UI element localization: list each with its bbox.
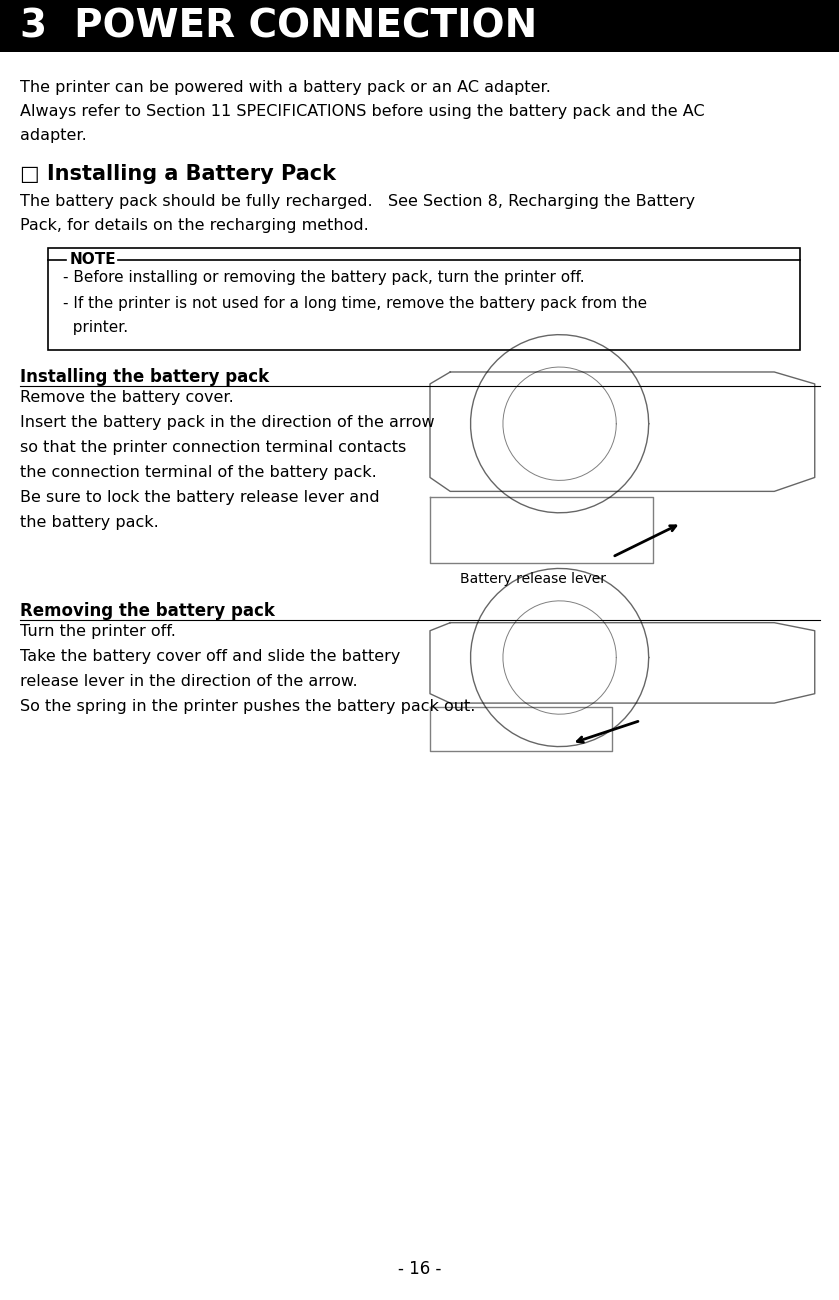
Text: - Before installing or removing the battery pack, turn the printer off.: - Before installing or removing the batt…: [63, 270, 585, 285]
Text: Insert the battery pack in the direction of the arrow: Insert the battery pack in the direction…: [20, 415, 435, 430]
Text: the battery pack.: the battery pack.: [20, 515, 159, 530]
Text: - 16 -: - 16 -: [398, 1260, 441, 1278]
Text: Be sure to lock the battery release lever and: Be sure to lock the battery release leve…: [20, 490, 379, 504]
Text: Removing the battery pack: Removing the battery pack: [20, 602, 275, 620]
Text: So the spring in the printer pushes the battery pack out.: So the spring in the printer pushes the …: [20, 699, 476, 714]
Bar: [0, 0, 839, 52]
Text: □ Installing a Battery Pack: □ Installing a Battery Pack: [20, 164, 336, 185]
Text: Installing the battery pack: Installing the battery pack: [20, 368, 269, 386]
Text: printer.: printer.: [63, 320, 128, 335]
Text: so that the printer connection terminal contacts: so that the printer connection terminal …: [20, 439, 406, 455]
Text: Battery release lever: Battery release lever: [460, 572, 606, 586]
Bar: [48, 248, 800, 350]
Text: Turn the printer off.: Turn the printer off.: [20, 624, 176, 640]
Text: the connection terminal of the battery pack.: the connection terminal of the battery p…: [20, 465, 377, 480]
Text: 3  POWER CONNECTION: 3 POWER CONNECTION: [20, 6, 537, 46]
Text: release lever in the direction of the arrow.: release lever in the direction of the ar…: [20, 673, 357, 689]
Text: Take the battery cover off and slide the battery: Take the battery cover off and slide the…: [20, 649, 400, 664]
Text: The battery pack should be fully recharged.   See Section 8, Recharging the Batt: The battery pack should be fully recharg…: [20, 194, 696, 209]
Text: Remove the battery cover.: Remove the battery cover.: [20, 390, 234, 406]
Text: Pack, for details on the recharging method.: Pack, for details on the recharging meth…: [20, 218, 369, 233]
Text: - If the printer is not used for a long time, remove the battery pack from the: - If the printer is not used for a long …: [63, 296, 647, 311]
Text: NOTE: NOTE: [70, 252, 117, 268]
Text: The printer can be powered with a battery pack or an AC adapter.: The printer can be powered with a batter…: [20, 81, 551, 95]
Text: adapter.: adapter.: [20, 127, 86, 143]
Text: Always refer to Section 11 SPECIFICATIONS before using the battery pack and the : Always refer to Section 11 SPECIFICATION…: [20, 104, 705, 120]
